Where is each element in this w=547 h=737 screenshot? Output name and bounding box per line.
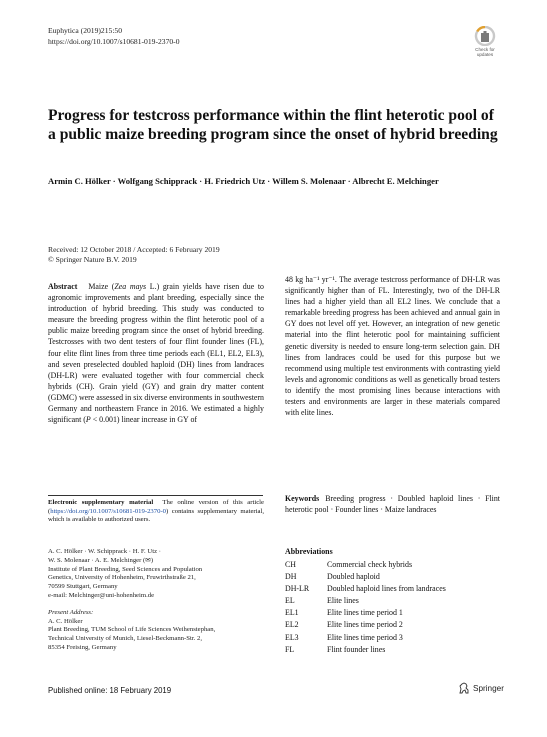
abbr-desc: Doubled haploid lines from landraces: [327, 584, 446, 594]
abbr-row: EL Elite lines: [285, 595, 446, 607]
present-address-3: 85354 Freising, Germany: [48, 643, 117, 651]
abstract-column-1: Abstract Maize (Zea mays L.) grain yield…: [48, 281, 264, 425]
abstract-text-b: L.) grain yields have risen due to agron…: [48, 282, 264, 425]
affil-inst-1: Institute of Plant Breeding, Seed Scienc…: [48, 565, 203, 573]
abbr-code: EL2: [285, 620, 299, 630]
abbr-desc: Elite lines time period 2: [327, 620, 403, 630]
present-address-label: Present Address:: [48, 608, 94, 616]
abbr-desc: Commercial check hybrids: [327, 560, 413, 569]
affil-names-2: W. S. Molenaar · A. E. Melchinger (✉): [48, 556, 154, 564]
abbr-desc: Flint founder lines: [327, 644, 386, 654]
article-dates: Received: 12 October 2018 / Accepted: 6 …: [48, 245, 220, 265]
abbr-row: CH Commercial check hybrids: [285, 559, 446, 571]
affil-inst-2: Genetics, University of Hohenheim, Fruwi…: [48, 574, 196, 582]
copyright-notice: © Springer Nature B.V. 2019: [48, 255, 137, 264]
abbreviations-table: CH Commercial check hybrids DH Doubled hap…: [285, 559, 446, 656]
abbr-desc: Elite lines time period 3: [327, 632, 403, 642]
corresponding-email[interactable]: e-mail: Melchinger@uni-hohenheim.de: [48, 591, 155, 599]
abstract-text-c: < 0.001) linear increase in GY of: [90, 415, 198, 425]
badge-label-updates: updates: [476, 52, 494, 58]
publisher-logo[interactable]: Springer: [458, 682, 504, 694]
abbr-desc: Elite lines: [327, 596, 359, 606]
present-address-1: Plant Breeding, TUM School of Life Scien…: [48, 626, 216, 634]
abbr-code: CH: [285, 560, 296, 569]
publisher-name: Springer: [473, 683, 504, 693]
affil-spacer: [48, 601, 264, 609]
present-name: A. C. Hölker: [48, 617, 83, 625]
keywords-block: Keywords Breeding progress · Doubled hapl…: [285, 493, 500, 515]
abbreviations-title: Abbreviations: [285, 547, 333, 556]
abstract-heading: Abstract: [48, 282, 78, 291]
badge-label-check: Check for: [475, 47, 495, 52]
abbr-row: EL2 Elite lines time period 2: [285, 619, 446, 631]
abbr-code: EL1: [285, 608, 299, 618]
esm-text-b: ) contains supplementary material, which…: [48, 507, 264, 524]
article-title: Progress for testcross performance withi…: [48, 107, 498, 143]
check-for-updates-badge[interactable]: Check for updates: [470, 26, 500, 57]
abbr-code: DH-LR: [285, 584, 310, 594]
supplementary-note: Electronic supplementary material The on…: [48, 499, 264, 525]
esm-doi-link[interactable]: https://doi.org/10.1007/s10681-019-2370-…: [50, 507, 167, 515]
affiliation-block: A. C. Hölker · W. Schipprack · H. F. Utz…: [48, 548, 264, 653]
abbr-code: EL: [285, 596, 295, 606]
affil-names-1: A. C. Hölker · W. Schipprack · H. F. Utz…: [48, 548, 161, 555]
abbr-row: EL1 Elite lines time period 1: [285, 607, 446, 619]
abbr-code: EL3: [285, 632, 299, 642]
journal-citation: Euphytica (2019)215:50: [48, 26, 123, 35]
esm-text-a: The online version of this article (: [48, 499, 264, 515]
esm-label: Electronic supplementary material: [48, 499, 154, 506]
doi-link[interactable]: https://doi.org/10.1007/s10681-019-2370-…: [48, 37, 180, 46]
author-list: Armin C. Hölker · Wolfgang Schipprack · …: [48, 176, 439, 186]
keywords-label: Keywords: [285, 494, 320, 503]
footnote-divider: [48, 495, 263, 496]
abbr-code: FL: [285, 644, 295, 654]
abstract-text-a: Maize (: [88, 282, 115, 291]
affil-inst-3: 70599 Stuttgart, Germany: [48, 583, 118, 591]
present-address-2: Technical University of Munich, Liesel-B…: [48, 635, 203, 643]
published-online-date: Published online: 18 February 2019: [48, 686, 172, 695]
springer-horse-icon: [459, 682, 469, 694]
abbr-row: DH-LR Doubled haploid lines from landrace…: [285, 583, 446, 595]
p-symbol: P: [85, 415, 91, 425]
abbr-row: FL Flint founder lines: [285, 644, 446, 656]
abbr-desc: Doubled haploid: [327, 572, 380, 582]
abbr-row: DH Doubled haploid: [285, 571, 446, 583]
abbr-code: DH: [285, 572, 297, 582]
keywords-text: Breeding progress · Doubled haploid line…: [285, 494, 500, 515]
journal-header: Euphytica (2019)215:50 https://doi.org/1…: [48, 25, 180, 47]
species-name: Zea mays: [114, 282, 147, 291]
received-accepted-dates: Received: 12 October 2018 / Accepted: 6 …: [48, 245, 220, 254]
check-updates-icon: [474, 26, 496, 46]
abstract-column-2: 48 kg ha⁻¹ yr⁻¹. The average testcross p…: [285, 275, 500, 418]
abbr-row: EL3 Elite lines time period 3: [285, 632, 446, 644]
abbr-desc: Elite lines time period 1: [327, 608, 403, 618]
